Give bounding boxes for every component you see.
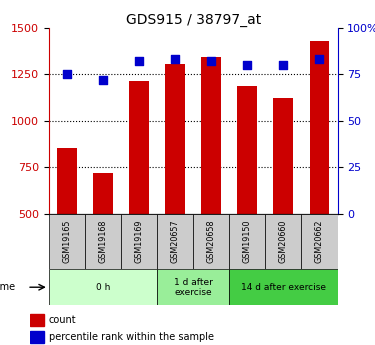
Bar xyxy=(237,86,257,214)
Text: GSM20658: GSM20658 xyxy=(207,220,216,263)
Bar xyxy=(201,57,221,214)
Text: 1 d after
exercise: 1 d after exercise xyxy=(174,277,213,297)
Point xyxy=(100,77,106,82)
Bar xyxy=(57,148,77,214)
Text: GSM20662: GSM20662 xyxy=(315,220,324,263)
Point xyxy=(136,58,142,64)
Text: 14 d after exercise: 14 d after exercise xyxy=(241,283,326,292)
Point xyxy=(316,57,322,62)
Point xyxy=(244,62,250,68)
Text: 0 h: 0 h xyxy=(96,283,110,292)
Text: GSM19168: GSM19168 xyxy=(98,220,107,263)
Text: count: count xyxy=(49,315,76,325)
Bar xyxy=(193,214,229,269)
Point xyxy=(64,71,70,77)
Text: GSM19169: GSM19169 xyxy=(135,220,144,263)
Text: GSM19150: GSM19150 xyxy=(243,220,252,263)
Text: GSM19165: GSM19165 xyxy=(62,220,71,263)
Point xyxy=(280,62,286,68)
Bar xyxy=(165,64,185,214)
Bar xyxy=(129,81,149,214)
Bar xyxy=(157,214,193,269)
Bar xyxy=(309,41,329,214)
Text: GSM20660: GSM20660 xyxy=(279,220,288,263)
Bar xyxy=(85,214,121,269)
Point xyxy=(172,57,178,62)
Bar xyxy=(157,269,229,305)
Bar xyxy=(302,214,338,269)
Text: percentile rank within the sample: percentile rank within the sample xyxy=(49,333,214,342)
Bar xyxy=(49,214,85,269)
Bar xyxy=(121,214,157,269)
Bar xyxy=(229,214,266,269)
Title: GDS915 / 38797_at: GDS915 / 38797_at xyxy=(126,12,261,27)
Bar xyxy=(229,269,338,305)
Bar xyxy=(273,98,293,214)
Text: time: time xyxy=(0,282,16,292)
Text: GSM20657: GSM20657 xyxy=(171,220,180,263)
Bar xyxy=(266,214,302,269)
Bar xyxy=(30,314,44,326)
Bar xyxy=(49,269,157,305)
Bar xyxy=(93,173,113,214)
Bar xyxy=(30,331,44,343)
Point xyxy=(208,58,214,64)
